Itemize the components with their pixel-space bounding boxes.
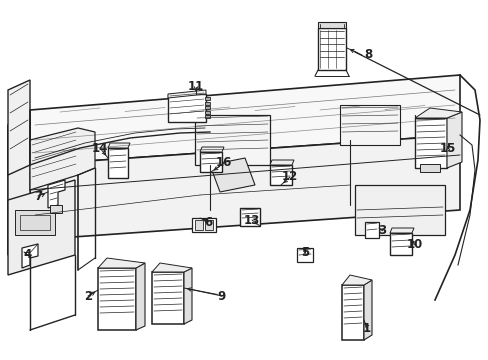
Polygon shape — [200, 147, 224, 152]
Bar — [204, 115, 209, 118]
Text: 10: 10 — [406, 238, 422, 252]
Bar — [419, 164, 439, 172]
Polygon shape — [8, 125, 30, 255]
Bar — [204, 111, 209, 113]
Polygon shape — [8, 180, 75, 275]
Bar — [317, 28, 346, 70]
Text: 12: 12 — [281, 171, 298, 184]
Bar — [240, 208, 260, 226]
Text: 15: 15 — [439, 141, 455, 154]
Bar — [200, 152, 222, 172]
Text: 8: 8 — [363, 49, 371, 62]
Bar — [204, 106, 209, 109]
Polygon shape — [341, 275, 371, 285]
Bar — [204, 97, 209, 100]
Polygon shape — [30, 75, 459, 165]
Polygon shape — [8, 110, 30, 255]
Polygon shape — [209, 158, 254, 192]
Text: 5: 5 — [300, 246, 308, 258]
Polygon shape — [363, 280, 371, 340]
Polygon shape — [168, 90, 205, 98]
Text: 2: 2 — [84, 289, 92, 302]
Polygon shape — [269, 160, 293, 165]
Polygon shape — [30, 128, 95, 190]
Polygon shape — [414, 108, 461, 118]
Bar — [108, 148, 128, 178]
Bar — [269, 165, 291, 185]
Polygon shape — [98, 258, 145, 268]
Bar — [195, 220, 203, 230]
Text: 6: 6 — [203, 216, 212, 229]
Text: 1: 1 — [362, 321, 370, 334]
Bar — [204, 220, 213, 230]
Text: 9: 9 — [218, 289, 225, 302]
Bar — [354, 185, 444, 235]
Polygon shape — [152, 263, 192, 272]
Bar — [195, 115, 269, 165]
Bar — [364, 222, 378, 238]
Bar — [20, 215, 50, 230]
Text: 4: 4 — [24, 248, 32, 261]
Bar — [192, 218, 216, 232]
Bar — [204, 102, 209, 104]
Polygon shape — [317, 22, 346, 28]
Bar — [389, 233, 411, 255]
Polygon shape — [389, 228, 413, 233]
Bar — [341, 285, 363, 340]
Text: 13: 13 — [244, 213, 260, 226]
Polygon shape — [446, 112, 461, 168]
Text: 3: 3 — [377, 224, 385, 237]
Bar — [50, 205, 62, 213]
Bar — [98, 268, 136, 330]
Text: 16: 16 — [215, 157, 232, 170]
Text: 14: 14 — [92, 141, 108, 154]
Polygon shape — [48, 180, 65, 208]
Polygon shape — [30, 135, 459, 240]
Bar — [414, 118, 446, 168]
Polygon shape — [108, 143, 130, 148]
Polygon shape — [183, 268, 192, 324]
Polygon shape — [136, 263, 145, 330]
Bar — [339, 105, 399, 145]
Polygon shape — [22, 244, 38, 268]
Text: 7: 7 — [34, 189, 42, 202]
Bar — [296, 248, 312, 262]
Polygon shape — [8, 80, 30, 175]
Text: 11: 11 — [187, 81, 203, 94]
Bar — [152, 272, 183, 324]
Bar — [15, 210, 55, 235]
Bar — [168, 94, 205, 122]
